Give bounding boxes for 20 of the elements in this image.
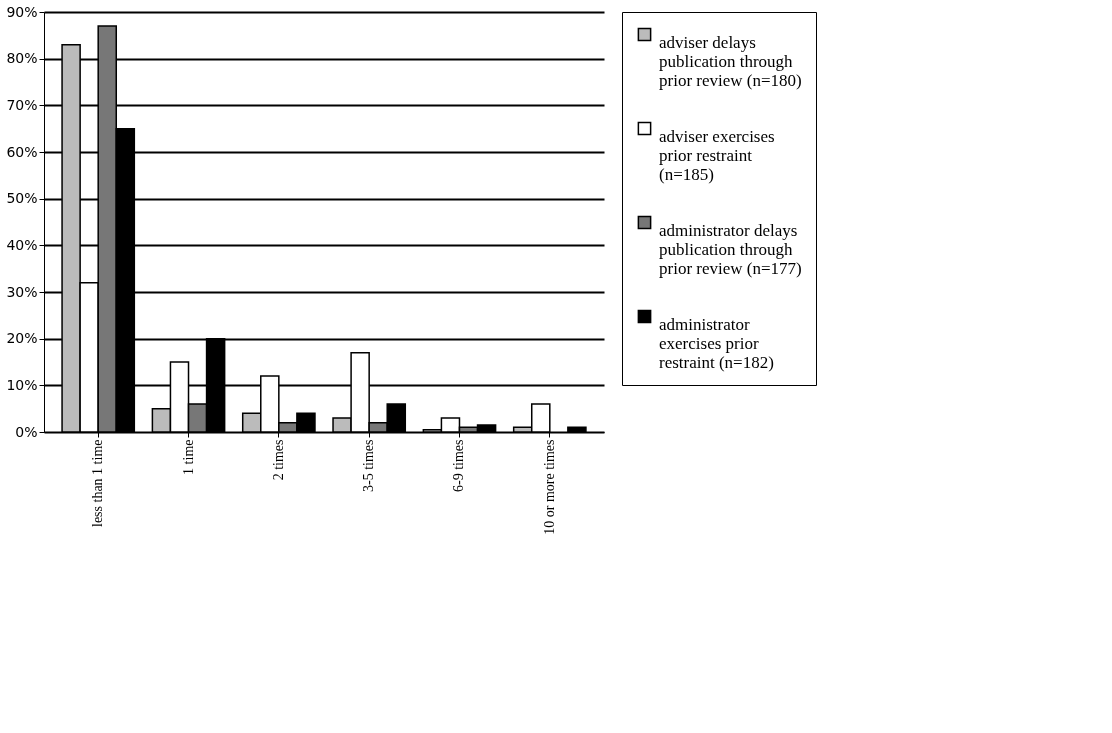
y-tick-label: 10% bbox=[6, 376, 38, 393]
y-tick-label: 70% bbox=[6, 96, 38, 113]
x-tick-label: 6-9 times bbox=[451, 439, 467, 492]
y-tick-label: 0% bbox=[15, 423, 38, 440]
x-tick-label: 2 times bbox=[270, 439, 286, 481]
y-tick-label: 30% bbox=[6, 283, 38, 300]
legend-label: administrator delays publication through prior review (n=177) bbox=[659, 220, 802, 278]
x-tick-label: 1 time bbox=[180, 439, 196, 475]
y-tick-label: 90% bbox=[6, 3, 38, 20]
y-tick-label: 40% bbox=[6, 236, 38, 253]
y-tick-label: 80% bbox=[6, 50, 38, 67]
x-tick-label: less than 1 time bbox=[90, 439, 106, 527]
x-tick-label: 3-5 times bbox=[361, 439, 377, 492]
y-tick-label: 20% bbox=[6, 330, 38, 347]
legend-label: administrator exercises prior restraint (n=182) bbox=[659, 314, 774, 372]
legend-label: adviser delays publication through prior review (n=180) bbox=[659, 32, 802, 90]
legend-label: adviser exercises prior restraint (n=185) bbox=[659, 126, 775, 184]
x-tick-label: 10 or more times bbox=[541, 439, 557, 535]
y-tick-label: 50% bbox=[6, 190, 38, 207]
y-tick-label: 60% bbox=[6, 143, 38, 160]
